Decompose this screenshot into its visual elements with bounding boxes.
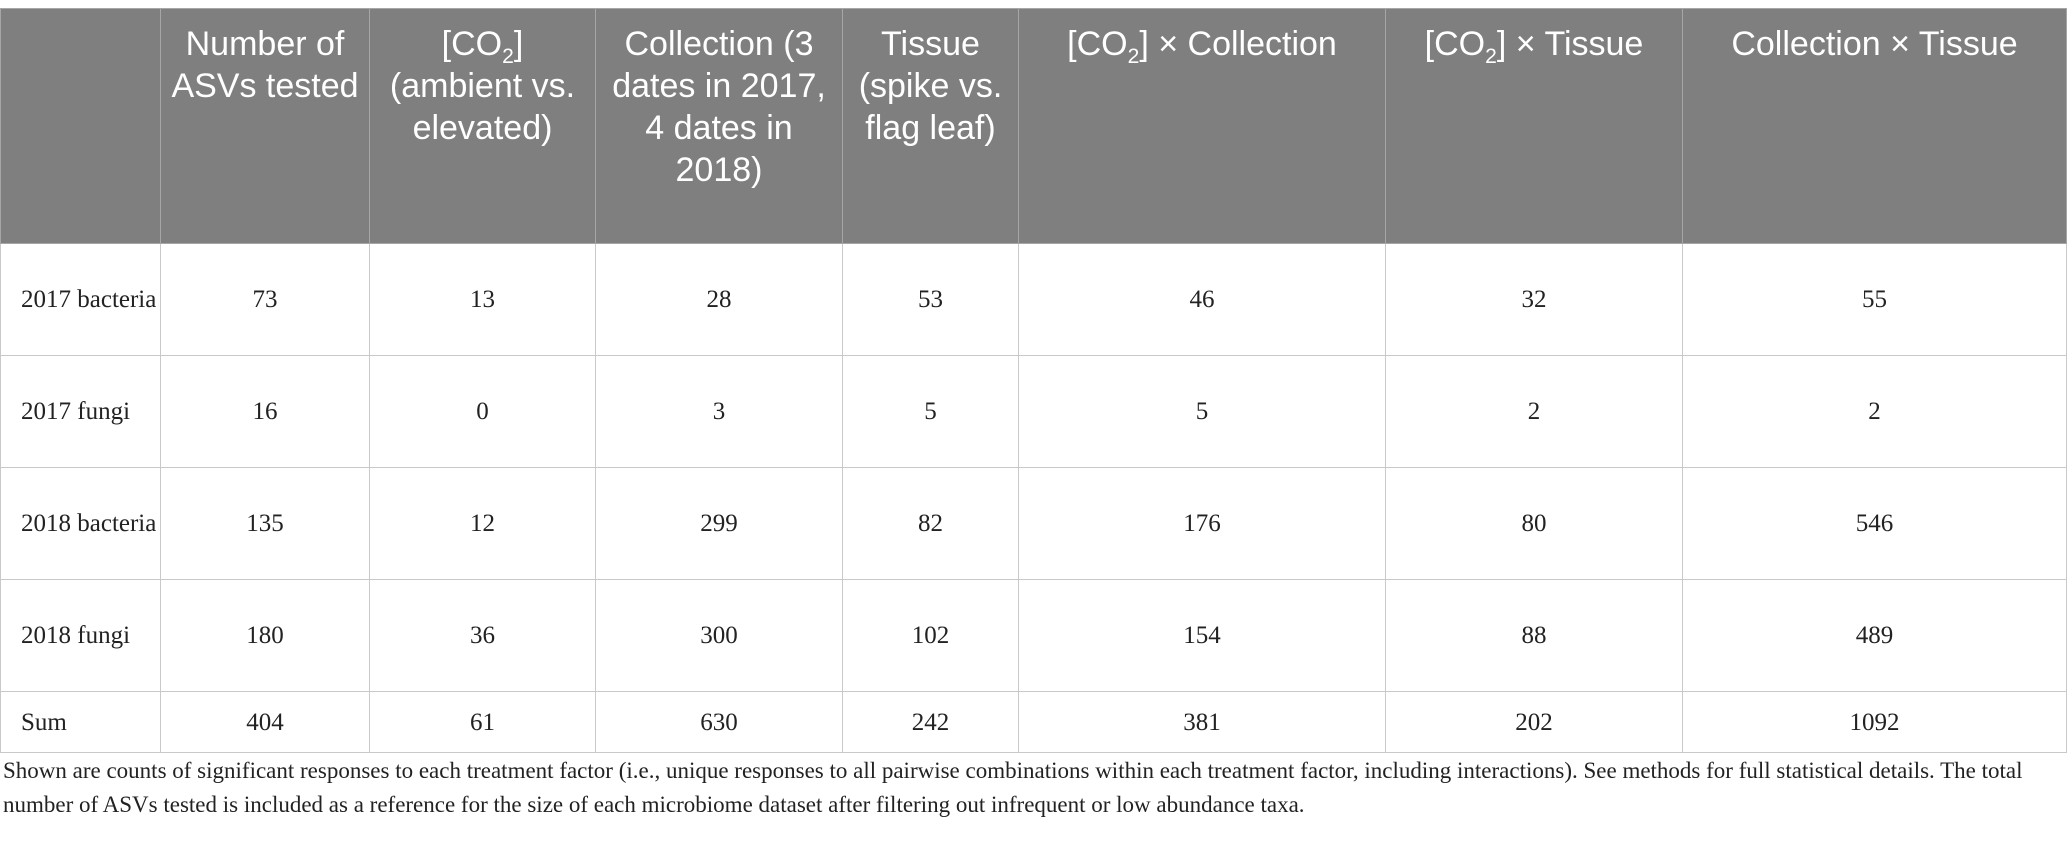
cell-value: 80 <box>1385 467 1683 580</box>
header-cell-co2-x-tissue: [CO2] × Tissue <box>1385 8 1683 244</box>
cell-value: 5 <box>1018 355 1386 468</box>
cell-value: 55 <box>1682 243 2067 356</box>
cell-value: 3 <box>595 355 843 468</box>
cell-value: 546 <box>1682 467 2067 580</box>
cell-value: 381 <box>1018 691 1386 753</box>
cell-value: 53 <box>842 243 1019 356</box>
cell-value: 28 <box>595 243 843 356</box>
cell-value: 61 <box>369 691 596 753</box>
header-cell-co2-x-collection: [CO2] × Collection <box>1018 8 1386 244</box>
cell-value: 13 <box>369 243 596 356</box>
cell-value: 299 <box>595 467 843 580</box>
header-cell-collection: Collection (3 dates in 2017, 4 dates in … <box>595 8 843 244</box>
table-row: 2018 bacteria 135 12 299 82 176 80 546 <box>0 467 2067 580</box>
cell-value: 300 <box>595 579 843 692</box>
table-caption: Shown are counts of significant response… <box>3 758 2023 817</box>
cell-value: 2 <box>1682 355 2067 468</box>
row-label: 2017 bacteria <box>0 243 161 356</box>
cell-value: 12 <box>369 467 596 580</box>
cell-value: 404 <box>160 691 370 753</box>
header-cell-tissue: Tissue (spike vs. flag leaf) <box>842 8 1019 244</box>
table-row-sum: Sum 404 61 630 242 381 202 1092 <box>0 691 2067 753</box>
results-table-container: Number of ASVs tested [CO2] (ambient vs.… <box>0 8 2068 753</box>
header-cell-co2: [CO2] (ambient vs. elevated) <box>369 8 596 244</box>
row-label: 2017 fungi <box>0 355 161 468</box>
row-label: 2018 bacteria <box>0 467 161 580</box>
cell-value: 2 <box>1385 355 1683 468</box>
cell-value: 176 <box>1018 467 1386 580</box>
header-cell-asvs-tested: Number of ASVs tested <box>160 8 370 244</box>
cell-value: 630 <box>595 691 843 753</box>
significant-responses-table: Number of ASVs tested [CO2] (ambient vs.… <box>0 8 2067 753</box>
header-row: Number of ASVs tested [CO2] (ambient vs.… <box>0 8 2067 244</box>
cell-value: 32 <box>1385 243 1683 356</box>
cell-value: 88 <box>1385 579 1683 692</box>
table-row: 2017 fungi 16 0 3 5 5 2 2 <box>0 355 2067 468</box>
cell-value: 1092 <box>1682 691 2067 753</box>
cell-value: 154 <box>1018 579 1386 692</box>
cell-value: 202 <box>1385 691 1683 753</box>
cell-value: 180 <box>160 579 370 692</box>
cell-value: 82 <box>842 467 1019 580</box>
table-row: 2017 bacteria 73 13 28 53 46 32 55 <box>0 243 2067 356</box>
cell-value: 0 <box>369 355 596 468</box>
cell-value: 46 <box>1018 243 1386 356</box>
cell-value: 135 <box>160 467 370 580</box>
cell-value: 5 <box>842 355 1019 468</box>
row-label: Sum <box>0 691 161 753</box>
cell-value: 242 <box>842 691 1019 753</box>
cell-value: 102 <box>842 579 1019 692</box>
cell-value: 16 <box>160 355 370 468</box>
row-label: 2018 fungi <box>0 579 161 692</box>
table-row: 2018 fungi 180 36 300 102 154 88 489 <box>0 579 2067 692</box>
header-cell-corner <box>0 8 161 244</box>
cell-value: 36 <box>369 579 596 692</box>
header-cell-collection-x-tissue: Collection × Tissue <box>1682 8 2067 244</box>
cell-value: 489 <box>1682 579 2067 692</box>
cell-value: 73 <box>160 243 370 356</box>
